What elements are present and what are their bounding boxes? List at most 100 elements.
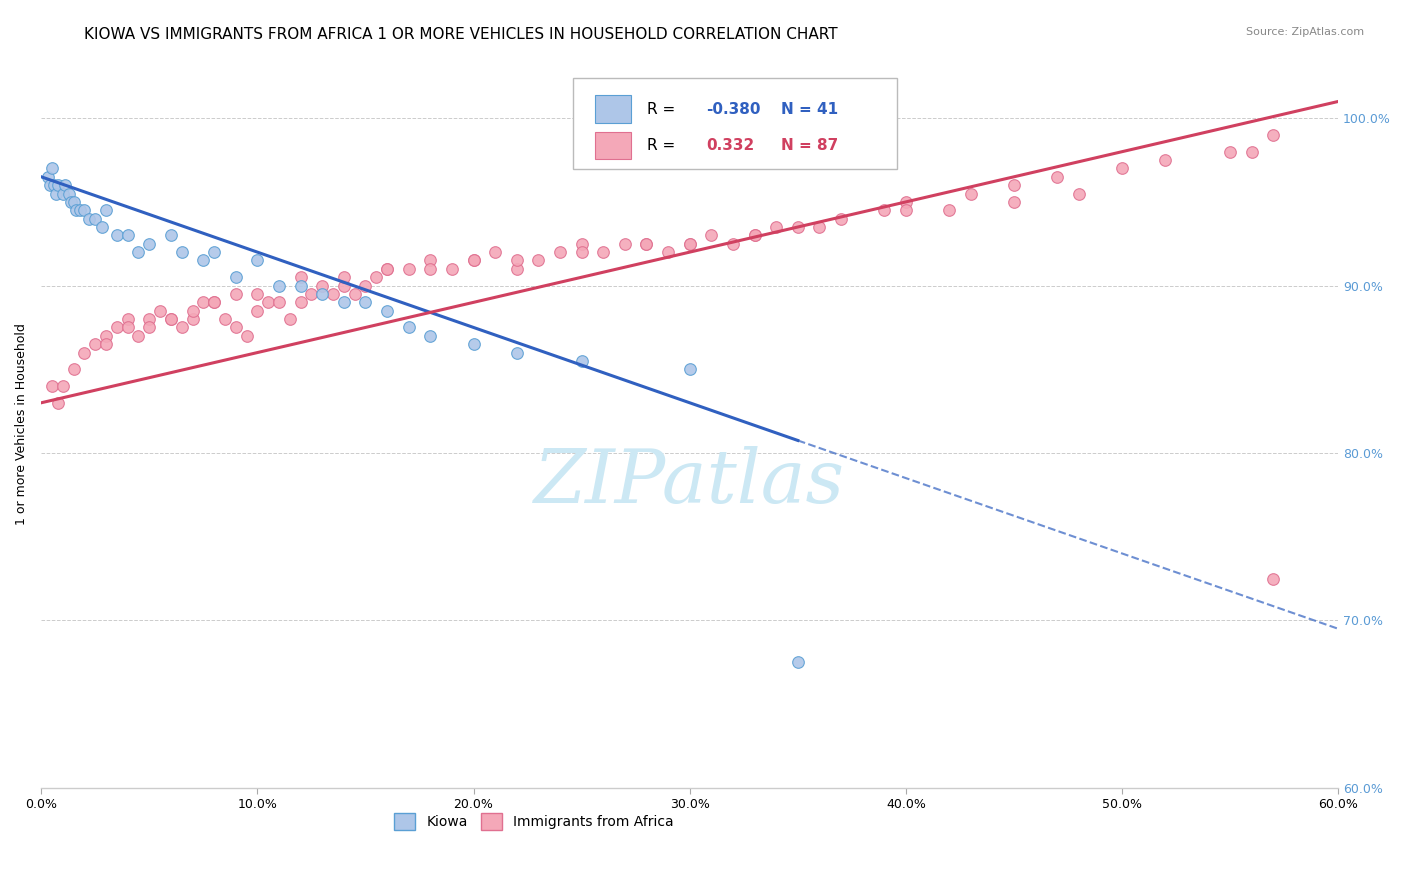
Point (45, 186, 67, 201)
Point (786, 219, 808, 234)
Point (127, 245, 149, 260)
Point (375, 261, 398, 276)
Point (959, 186, 981, 201)
Point (138, 236, 160, 251)
Point (679, 236, 702, 251)
Point (202, 295, 225, 310)
Point (267, 295, 290, 310)
FancyBboxPatch shape (595, 132, 631, 160)
Point (333, 270, 356, 285)
Point (419, 261, 441, 276)
Point (94, 328, 117, 343)
Point (527, 253, 550, 268)
Point (299, 287, 322, 301)
Point (246, 303, 269, 318)
Point (548, 245, 571, 260)
Point (1046, 169, 1069, 184)
Point (127, 328, 149, 343)
Point (246, 253, 269, 268)
Point (343, 287, 366, 301)
Point (290, 270, 312, 285)
Point (311, 287, 333, 301)
Point (69, 203, 91, 218)
Text: R =: R = (647, 102, 681, 117)
Point (73, 203, 96, 218)
Point (440, 261, 463, 276)
Point (48, 396, 70, 410)
Point (214, 312, 236, 326)
Point (202, 245, 225, 260)
Point (721, 236, 744, 251)
FancyBboxPatch shape (595, 95, 631, 123)
Text: R =: R = (647, 138, 681, 153)
Point (41, 379, 63, 393)
Point (138, 320, 160, 334)
Point (84, 337, 107, 351)
Point (117, 228, 139, 243)
Point (52, 379, 75, 393)
Point (636, 236, 658, 251)
Point (290, 295, 312, 310)
Point (830, 211, 852, 226)
Point (506, 345, 529, 359)
Point (1240, 145, 1263, 159)
Point (225, 270, 247, 285)
Point (506, 261, 529, 276)
Point (1111, 161, 1133, 176)
Point (170, 245, 193, 260)
Point (1219, 145, 1241, 159)
Point (1002, 178, 1025, 193)
Point (506, 253, 529, 268)
Point (62, 194, 84, 209)
Point (267, 278, 290, 293)
Point (679, 362, 702, 376)
Point (765, 219, 787, 234)
Point (571, 354, 593, 368)
Point (105, 228, 128, 243)
Point (1154, 153, 1177, 167)
Point (322, 287, 344, 301)
Text: ZIPatlas: ZIPatlas (534, 446, 845, 518)
Point (1263, 572, 1285, 586)
Point (77, 211, 100, 226)
Point (225, 320, 247, 334)
Point (1263, 128, 1285, 142)
Point (202, 295, 225, 310)
Point (105, 320, 128, 334)
Point (398, 261, 420, 276)
Point (193, 253, 215, 268)
Point (1002, 194, 1025, 209)
Point (657, 245, 679, 260)
FancyBboxPatch shape (574, 78, 897, 169)
Point (246, 287, 269, 301)
Point (354, 278, 377, 293)
Text: 0.332: 0.332 (707, 138, 755, 153)
Point (117, 320, 139, 334)
Legend: Kiowa, Immigrants from Africa: Kiowa, Immigrants from Africa (388, 807, 679, 836)
Point (193, 295, 215, 310)
Point (398, 320, 420, 334)
Point (419, 328, 441, 343)
Text: N = 87: N = 87 (780, 138, 838, 153)
Point (484, 245, 506, 260)
Point (65, 203, 87, 218)
Point (62, 362, 84, 376)
Point (37, 169, 59, 184)
Point (53, 178, 76, 193)
Point (679, 236, 702, 251)
Point (278, 312, 301, 326)
Point (786, 655, 808, 669)
Point (52, 186, 75, 201)
Text: -0.380: -0.380 (707, 102, 761, 117)
Point (592, 245, 614, 260)
Point (700, 228, 723, 243)
Point (808, 219, 831, 234)
Point (375, 303, 398, 318)
Point (333, 278, 356, 293)
Point (181, 303, 204, 318)
Point (149, 303, 172, 318)
Point (60, 194, 83, 209)
Point (138, 312, 160, 326)
Point (58, 186, 80, 201)
Point (894, 194, 917, 209)
